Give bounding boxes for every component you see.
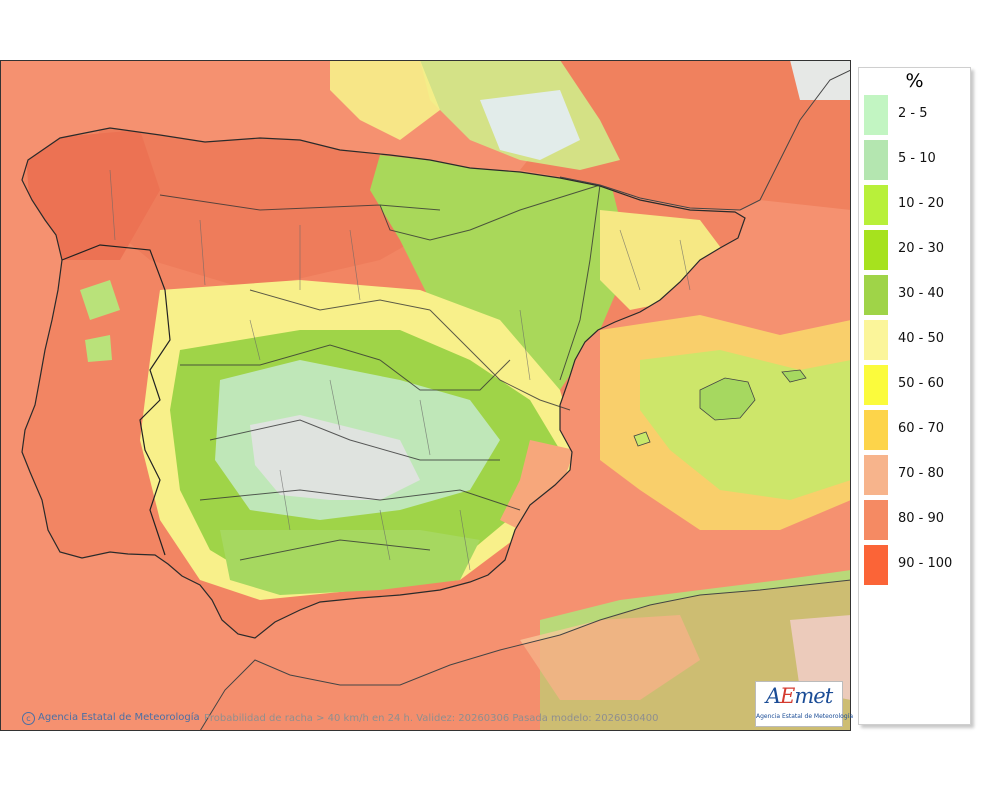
legend-label: 30 - 40 — [898, 286, 945, 301]
sea-yellow-south — [520, 615, 700, 700]
legend-swatch — [864, 365, 888, 405]
legend-label: 40 - 50 — [898, 331, 945, 346]
zone-galicia-red — [25, 130, 160, 260]
legend-panel: % 2 - 5 5 - 10 10 - 20 20 - 30 30 - 40 40 - 5… — [858, 67, 971, 725]
legend-label: 60 - 70 — [898, 421, 945, 436]
africa-coastline — [199, 579, 851, 731]
aemet-logo: AEmet Agencia Estatal de Meteorología — [755, 681, 853, 727]
legend-swatch — [864, 140, 888, 180]
map-caption: Probabilidad de racha > 40 km/h en 24 h.… — [204, 713, 659, 724]
legend-swatch — [864, 275, 888, 315]
legend-label: 80 - 90 — [898, 511, 945, 526]
legend-swatch — [864, 185, 888, 225]
sea-green-east — [640, 350, 851, 500]
map-frame — [0, 60, 851, 731]
zone-portugal-green — [80, 280, 120, 320]
legend-item: 10 - 20 — [864, 185, 968, 225]
africa-land — [200, 580, 851, 731]
legend-swatch — [864, 320, 888, 360]
zone-south-green — [220, 530, 480, 595]
legend-label: 5 - 10 — [898, 151, 936, 166]
menorca-island — [781, 369, 807, 383]
zone-ebro-green — [370, 155, 630, 390]
zone-sierra-white — [250, 415, 420, 500]
sea-white-north — [480, 90, 580, 160]
legend-item: 70 - 80 — [864, 455, 968, 495]
sea-white-ne — [790, 60, 851, 100]
france-land — [520, 60, 851, 210]
legend-item: 30 - 40 — [864, 275, 968, 315]
legend-swatch — [864, 410, 888, 450]
portugal-border — [61, 244, 171, 556]
legend-label: 90 - 100 — [898, 556, 953, 571]
copyright-notice: c Agencia Estatal de Meteorología — [22, 712, 200, 725]
legend-item: 90 - 100 — [864, 545, 968, 585]
legend-label: 20 - 30 — [898, 241, 945, 256]
legend-title: % — [905, 70, 924, 92]
aemet-logo-subtitle: Agencia Estatal de Meteorología — [756, 713, 853, 720]
legend-label: 2 - 5 — [898, 106, 928, 121]
legend-swatch — [864, 500, 888, 540]
legend-item: 5 - 10 — [864, 140, 968, 180]
mallorca-island — [699, 377, 756, 421]
legend-item: 60 - 70 — [864, 410, 968, 450]
legend-label: 70 - 80 — [898, 466, 945, 481]
legend-label: 10 - 20 — [898, 196, 945, 211]
sea-white-south — [790, 615, 851, 700]
ibiza-island — [633, 431, 651, 447]
zone-portugal-green-2 — [85, 335, 112, 362]
province-borders — [109, 169, 691, 571]
sea-yellow-north — [330, 60, 440, 140]
legend-swatch — [864, 230, 888, 270]
legend-swatch — [864, 545, 888, 585]
probability-map — [0, 60, 851, 731]
legend-label: 50 - 60 — [898, 376, 945, 391]
legend-swatch — [864, 95, 888, 135]
copyright-icon: c — [22, 712, 35, 725]
region-borders — [159, 184, 601, 561]
legend-item: 40 - 50 — [864, 320, 968, 360]
legend-item: 80 - 90 — [864, 500, 968, 540]
legend-item: 20 - 30 — [864, 230, 968, 270]
france-coastline — [559, 69, 851, 211]
aemet-logo-mark: AEmet — [765, 684, 833, 708]
copyright-text: Agencia Estatal de Meteorología — [38, 712, 200, 723]
legend-item: 50 - 60 — [864, 365, 968, 405]
legend-swatch — [864, 455, 888, 495]
zone-coast-orange — [500, 440, 575, 530]
legend-item: 2 - 5 — [864, 95, 968, 135]
